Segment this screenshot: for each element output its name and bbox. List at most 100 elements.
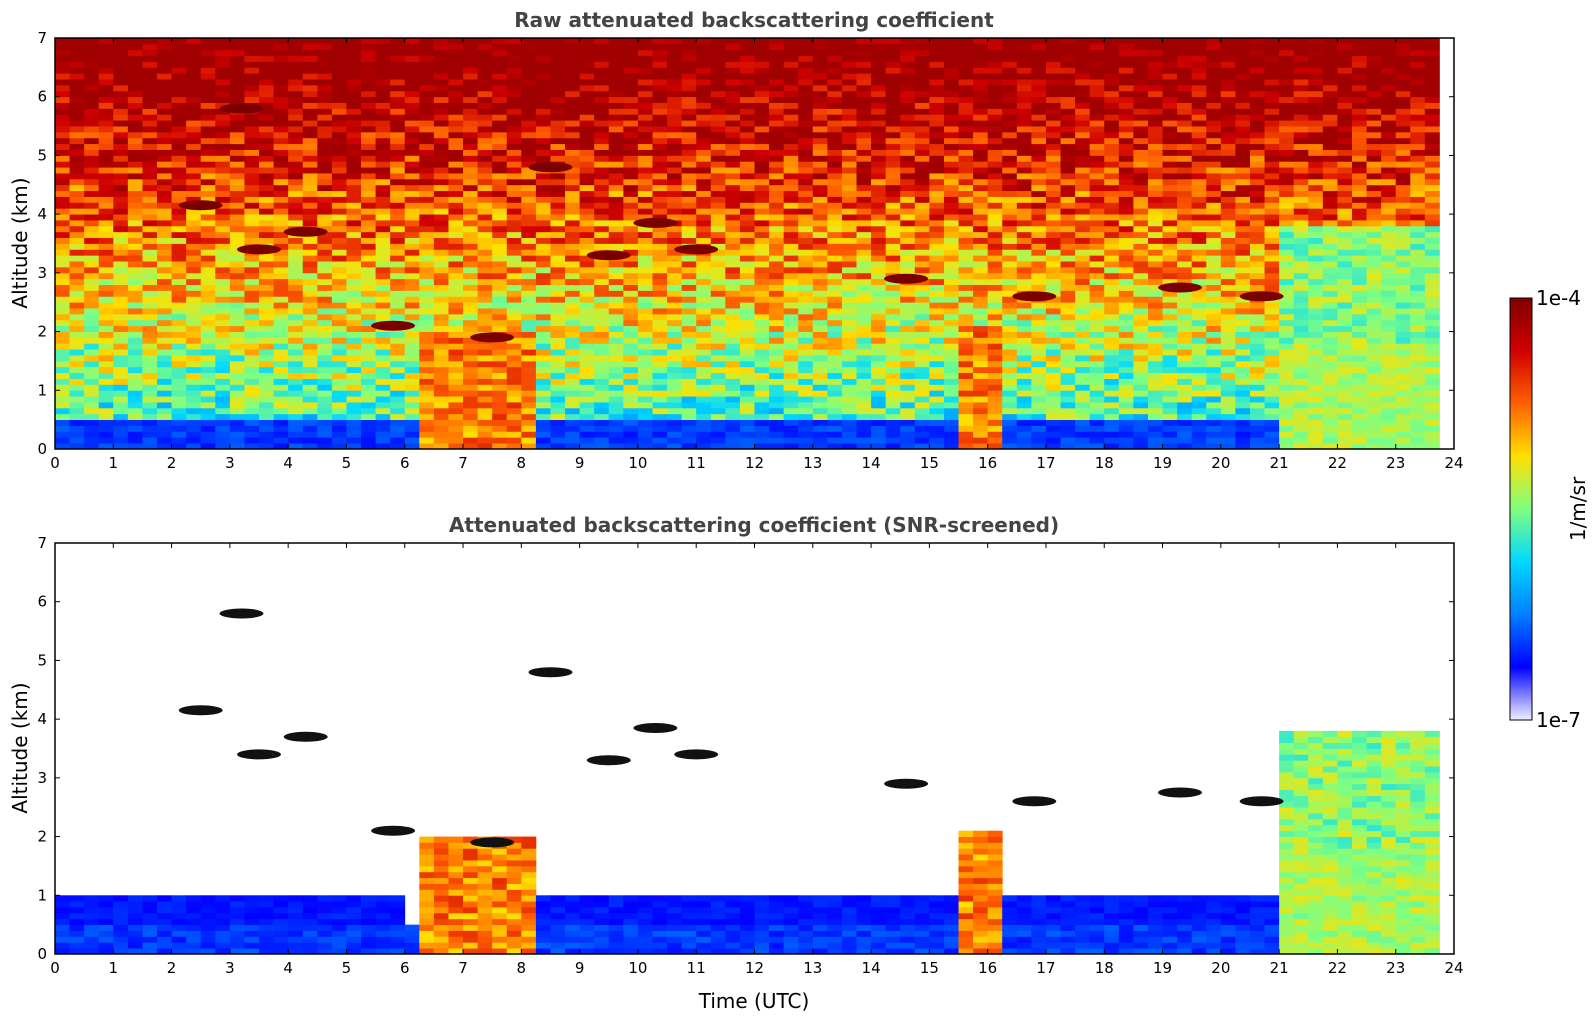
heatmap-cell	[856, 437, 872, 444]
heatmap-cell	[594, 114, 610, 121]
heatmap-cell	[608, 84, 624, 92]
heatmap-cell	[288, 120, 304, 127]
heatmap-cell	[739, 190, 755, 197]
heatmap-cell	[696, 208, 712, 215]
heatmap-cell	[346, 243, 362, 250]
heatmap-cell	[550, 155, 566, 162]
heatmap-cell	[652, 272, 668, 280]
heatmap-cell	[943, 167, 959, 174]
heatmap-cell	[448, 131, 464, 139]
heatmap-cell	[973, 255, 989, 262]
heatmap-cell	[390, 360, 406, 368]
heatmap-cell	[798, 337, 814, 344]
heatmap-cell	[69, 331, 85, 338]
heatmap-cell	[754, 272, 770, 280]
heatmap-cell	[871, 331, 887, 338]
heatmap-cell	[419, 313, 435, 321]
heatmap-cell	[739, 337, 755, 344]
heatmap-cell	[1060, 308, 1076, 315]
heatmap-cell	[1075, 126, 1091, 133]
heatmap-cell	[433, 102, 449, 109]
heatmap-cell	[550, 290, 566, 297]
heatmap-cell	[783, 190, 799, 197]
heatmap-cell	[1031, 225, 1047, 233]
heatmap-cell	[448, 266, 464, 274]
heatmap-cell	[127, 325, 143, 332]
heatmap-cell	[84, 114, 100, 121]
heatmap-cell	[739, 120, 755, 127]
heatmap-cell	[244, 284, 260, 291]
heatmap-cell	[98, 331, 114, 338]
heatmap-cell	[84, 190, 100, 197]
heatmap-cell	[841, 178, 857, 186]
heatmap-cell	[157, 355, 172, 362]
heatmap-cell	[827, 343, 843, 350]
heatmap-cell	[157, 114, 172, 121]
heatmap-cell	[521, 343, 537, 350]
heatmap-cell	[827, 196, 843, 203]
heatmap-cell	[550, 396, 566, 403]
heatmap-cell	[244, 272, 260, 280]
heatmap-cell	[244, 49, 260, 57]
heatmap-cell	[667, 302, 683, 309]
heatmap-raw	[55, 38, 1440, 449]
heatmap-cell	[302, 190, 318, 197]
heatmap-cell	[404, 49, 420, 57]
heatmap-cell	[783, 149, 799, 156]
heatmap-cell	[506, 102, 522, 109]
heatmap-cell	[812, 84, 828, 92]
heatmap-cell	[259, 396, 274, 403]
heatmap-cell	[259, 284, 274, 291]
heatmap-cell	[798, 167, 814, 174]
heatmap-cell	[521, 402, 537, 409]
heatmap-cell	[477, 360, 493, 368]
heatmap-cell	[113, 396, 129, 403]
heatmap-cell	[200, 67, 216, 74]
heatmap-cell	[84, 425, 100, 432]
heatmap-cell	[331, 396, 347, 403]
heatmap-cell	[623, 214, 639, 221]
heatmap-cell	[492, 143, 508, 150]
heatmap-cell	[783, 220, 799, 227]
heatmap-cell	[623, 431, 639, 438]
heatmap-cell	[302, 126, 318, 133]
heatmap-cell	[361, 378, 376, 385]
heatmap-cell	[506, 390, 522, 397]
heatmap-cell	[754, 255, 770, 262]
heatmap-cell	[84, 290, 100, 297]
heatmap-cell	[127, 79, 143, 86]
heatmap-cell	[186, 220, 202, 227]
heatmap-cell	[1045, 96, 1061, 103]
heatmap-cell	[535, 249, 551, 256]
heatmap-cell	[1075, 137, 1091, 145]
heatmap-cell	[288, 284, 304, 291]
heatmap-cell	[127, 178, 143, 186]
heatmap-cell	[492, 114, 508, 121]
heatmap-cell	[171, 38, 187, 45]
heatmap-cell	[696, 231, 712, 239]
heatmap-cell	[667, 114, 683, 121]
heatmap-cell	[288, 108, 304, 115]
heatmap-cell	[273, 360, 289, 368]
heatmap-cell	[841, 290, 857, 297]
heatmap-cell	[98, 325, 114, 332]
heatmap-cell	[827, 296, 843, 303]
heatmap-cell	[827, 366, 843, 374]
heatmap-cell	[113, 184, 129, 192]
heatmap-cell	[302, 79, 318, 86]
heatmap-cell	[142, 55, 158, 62]
heatmap-cell	[259, 237, 274, 244]
heatmap-cell	[856, 266, 872, 274]
heatmap-cell	[157, 231, 172, 239]
heatmap-cell	[288, 178, 304, 186]
heatmap-cell	[1031, 343, 1047, 350]
heatmap-cell	[215, 149, 231, 156]
heatmap-cell	[113, 355, 129, 362]
heatmap-cell	[331, 102, 347, 109]
heatmap-cell	[346, 431, 362, 438]
heatmap-cell	[550, 214, 566, 221]
heatmap-cell	[1031, 84, 1047, 92]
heatmap-cell	[681, 55, 697, 62]
heatmap-cell	[827, 255, 843, 262]
heatmap-cell	[827, 131, 843, 139]
